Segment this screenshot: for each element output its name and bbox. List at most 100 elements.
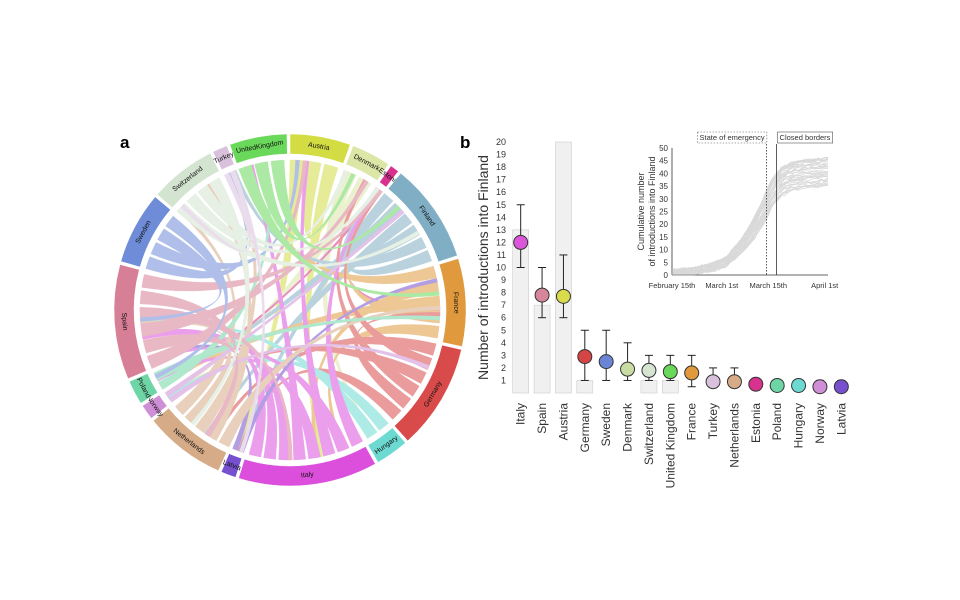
chord-ribbon (139, 290, 238, 437)
chord-ribbon (190, 177, 250, 426)
category-label: Turkey (706, 403, 720, 439)
chord-segment-latvia (220, 453, 243, 478)
data-point (833, 379, 849, 395)
inset-annotation-box (697, 131, 768, 144)
category-label: Sweden (599, 403, 613, 446)
chord-segment-spain (113, 264, 147, 380)
data-point (555, 288, 571, 304)
chord-segment-turkey (212, 145, 235, 171)
inset-x-tick-label: February 15th (649, 281, 696, 290)
chord-segment-unitedkingdom (229, 133, 288, 164)
cumulative-inset-chart: 0 5 10 15 20 25 30 35 40 45 50 February 15th March 1… (636, 131, 839, 290)
chord-label: Spain (120, 312, 128, 330)
category-label: Hungary (792, 403, 806, 448)
chord-ribbon (140, 179, 369, 338)
data-point (577, 349, 593, 365)
inset-annotation-label: Closed borders (780, 133, 831, 142)
chord-ribbons (139, 159, 441, 461)
bar (533, 304, 551, 394)
chord-label: Austria (307, 142, 330, 153)
data-point (705, 374, 721, 390)
inset-y-axis-label: Cumulative number (636, 172, 646, 250)
trajectory-line (671, 184, 829, 276)
bar (640, 380, 658, 394)
inset-y-tick-label: 30 (659, 195, 668, 204)
chord-segment-sweden (120, 196, 171, 268)
y-tick-label: 1 (501, 375, 506, 385)
trajectory-line (671, 175, 829, 275)
trajectory-line (671, 156, 829, 272)
data-point (641, 362, 657, 378)
chord-label: Italy (301, 471, 315, 479)
category-label: Italy (514, 403, 528, 425)
category-label: United Kingdom (663, 403, 677, 488)
chord-ribbon (164, 209, 405, 398)
y-tick-label: 4 (501, 338, 506, 348)
trajectory-line (671, 173, 829, 274)
data-point (812, 379, 828, 395)
inset-annotation-box (777, 131, 833, 144)
y-tick-label: 13 (496, 225, 506, 235)
inset-x-tick-label: April 1st (811, 281, 839, 290)
inset-annotation-label: State of emergency (700, 133, 765, 142)
chord-segment-germany (394, 344, 462, 442)
inset-x-tick-label: March 1st (705, 281, 739, 290)
data-point (748, 376, 764, 392)
chord-ribbon (141, 331, 266, 458)
y-tick-label: 6 (501, 313, 506, 323)
inset-y-tick-label: 5 (664, 258, 669, 267)
category-label: Denmark (621, 402, 635, 452)
data-point (726, 374, 742, 390)
chord-ribbon (218, 306, 441, 448)
y-axis-label: Number of introductions into Finland (475, 155, 491, 380)
chord-ribbon (154, 215, 228, 379)
chord-ribbon (186, 186, 380, 254)
inset-trajectories (671, 156, 829, 276)
data-point (513, 234, 529, 250)
category-label: Poland (770, 403, 784, 440)
inset-y-axis-label: of introductions into Finland (647, 156, 657, 266)
trajectory-line (671, 171, 829, 273)
inset-y-tick-label: 25 (659, 208, 668, 217)
category-label: France (685, 403, 699, 441)
panel-label-a: a (120, 133, 130, 152)
chord-ribbon (139, 228, 222, 322)
data-point (620, 361, 636, 377)
chord-segment-denmark (345, 145, 389, 182)
trajectory-line (671, 156, 829, 272)
y-tick-label: 19 (496, 150, 506, 160)
y-tick-label: 20 (496, 137, 506, 147)
trajectory-line (671, 170, 829, 274)
data-point (534, 287, 550, 303)
bar (576, 380, 594, 394)
y-tick-label: 17 (496, 175, 506, 185)
chord-segment-netherlands (152, 407, 227, 472)
chord-segment-estonia (379, 165, 399, 188)
trajectory-line (671, 166, 829, 274)
panel-label-b: b (460, 133, 470, 152)
inset-y-tick-label: 50 (659, 144, 668, 153)
chord-label: France (452, 292, 460, 314)
y-tick-label: 2 (501, 363, 506, 373)
chord-ribbon (335, 179, 420, 397)
data-point (684, 365, 700, 381)
data-point (769, 377, 785, 393)
chord-segment-hungary (367, 427, 406, 463)
chord-segment-austria (289, 133, 351, 164)
chord-ribbon (229, 170, 265, 453)
data-point (791, 377, 807, 393)
y-tick-label: 15 (496, 200, 506, 210)
trajectory-line (671, 156, 829, 271)
inset-x-tick-label: March 15th (749, 281, 787, 290)
chord-segment-poland (128, 373, 159, 404)
data-point (598, 354, 614, 370)
category-label: Norway (813, 403, 827, 444)
category-label: Switzerland (642, 403, 656, 465)
trajectory-line (671, 157, 829, 272)
trajectory-line (671, 157, 829, 271)
chord-ribbon (168, 343, 430, 403)
inset-y-tick-label: 0 (664, 271, 669, 280)
chord-ribbon (176, 202, 420, 268)
